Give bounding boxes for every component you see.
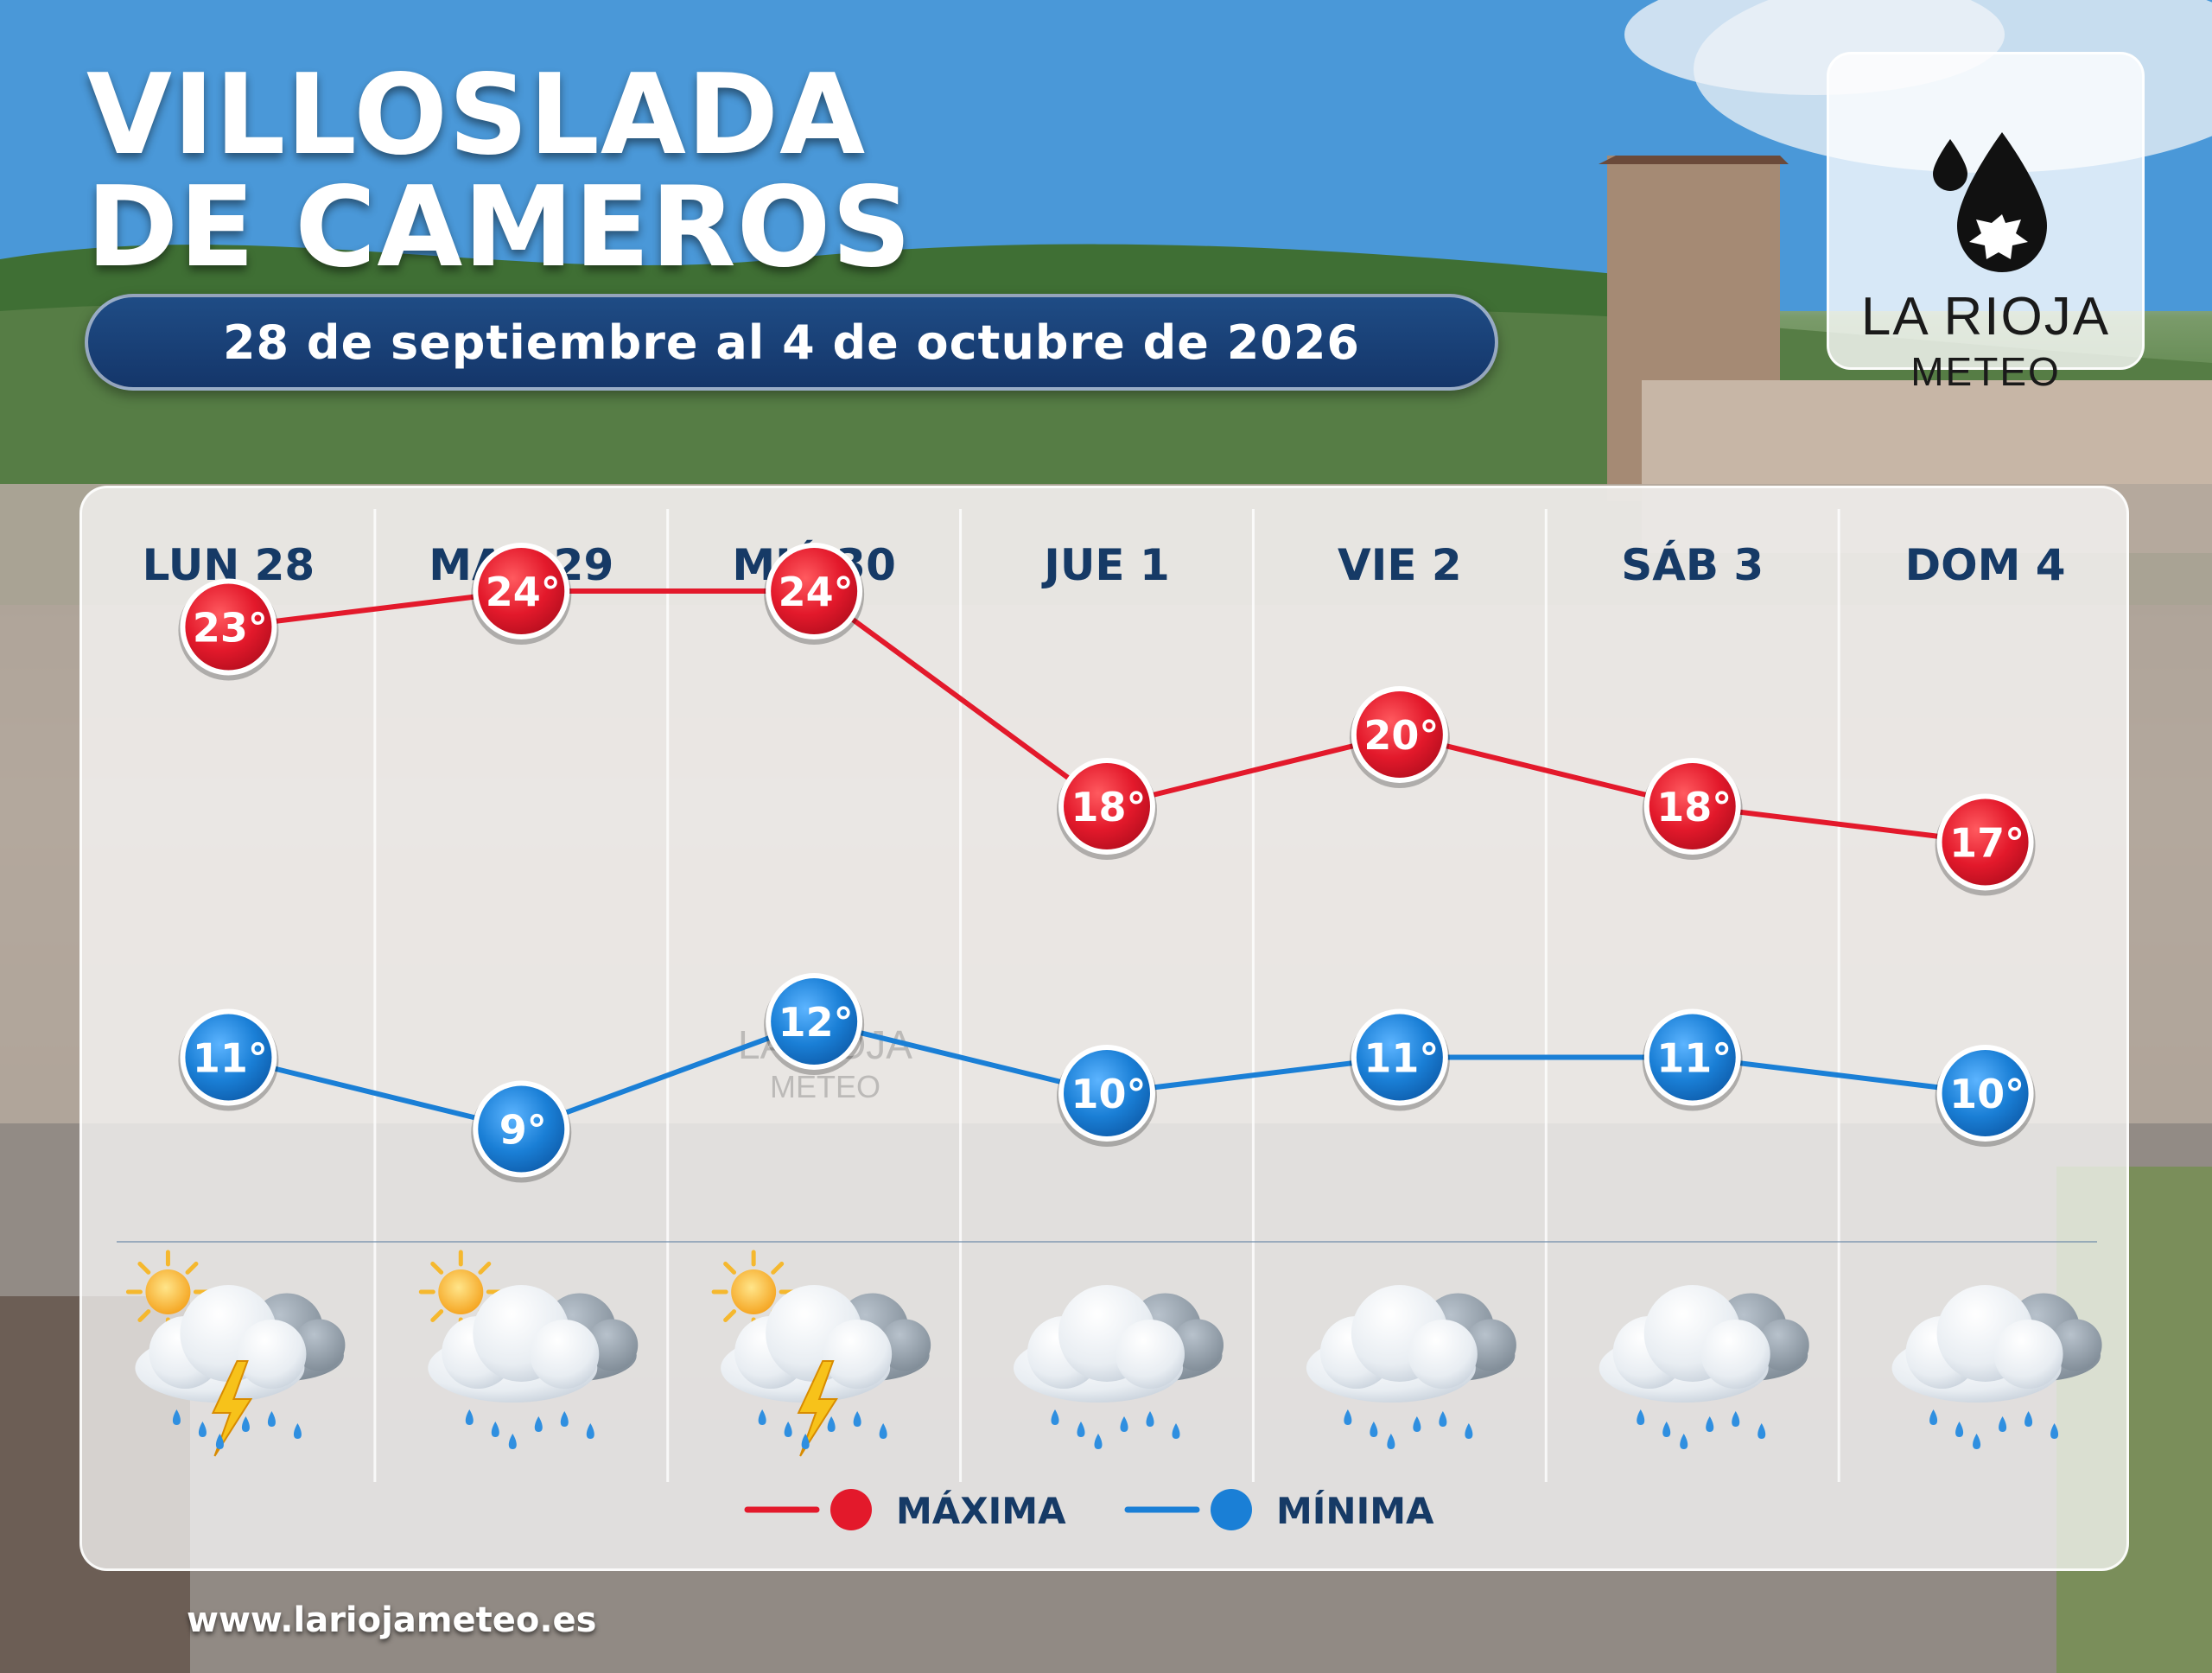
- legend-item-min: MÍNIMA: [1124, 1489, 1434, 1532]
- legend-swatch-dot: [1211, 1489, 1252, 1530]
- sun-cloud-thunderstorm-icon: [125, 1250, 346, 1457]
- max-temperature-point: 18°: [1642, 758, 1743, 860]
- temperature-value-label: 11°: [1656, 1035, 1732, 1082]
- watermark-line2: METEO: [770, 1069, 880, 1104]
- cloud-rain-icon: [1599, 1285, 1809, 1449]
- date-range-banner: 28 de septiembre al 4 de octubre de 2026: [85, 294, 1498, 391]
- date-range-text: 28 de septiembre al 4 de octubre de 2026: [222, 315, 1360, 370]
- temperature-value-label: 24°: [779, 569, 854, 615]
- day-label: VIE 2: [1338, 540, 1462, 590]
- max-temperature-point: 18°: [1057, 758, 1157, 860]
- legend-label: MÍNIMA: [1276, 1489, 1434, 1532]
- sun-cloud-thunderstorm-icon: [711, 1250, 931, 1457]
- temperature-value-label: 18°: [1071, 784, 1146, 830]
- temperature-value-label: 23°: [193, 605, 268, 652]
- day-label: DOM 4: [1905, 540, 2066, 590]
- temperature-value-label: 12°: [779, 999, 854, 1046]
- max-temperature-point: 24°: [764, 543, 865, 645]
- brand-logo: LA RIOJA METEO: [1827, 52, 2145, 394]
- website-url[interactable]: www.lariojameteo.es: [187, 1600, 597, 1640]
- max-temperature-point: 17°: [1935, 793, 2036, 896]
- sun-cloud-rain-icon: [418, 1250, 639, 1449]
- cloud-rain-icon: [1306, 1285, 1516, 1449]
- max-temperature-point: 20°: [1349, 686, 1450, 788]
- min-temperature-point: 11°: [1349, 1008, 1450, 1111]
- legend-item-max: MÁXIMA: [744, 1489, 1066, 1532]
- legend-label: MÁXIMA: [896, 1489, 1066, 1532]
- max-temperature-point: 24°: [471, 543, 572, 645]
- temperature-value-label: 9°: [499, 1107, 547, 1154]
- cloud-rain-icon: [1014, 1285, 1224, 1449]
- weather-icons: [125, 1250, 2102, 1457]
- day-label: JUE 1: [1041, 540, 1170, 590]
- legend: MÁXIMA MÍNIMA: [744, 1489, 1434, 1532]
- day-label: SÁB 3: [1621, 539, 1764, 590]
- min-temperature-point: 10°: [1935, 1045, 2036, 1147]
- temperature-value-label: 11°: [193, 1035, 268, 1082]
- temperature-value-label: 20°: [1363, 712, 1439, 759]
- min-temperature-point: 11°: [1642, 1008, 1743, 1111]
- day-separators: [373, 509, 1840, 1482]
- brand-name-line1: LA RIOJA: [1860, 287, 2111, 347]
- max-temperature-point: 23°: [178, 578, 279, 681]
- location-title-line1: VILLOSLADA: [86, 51, 867, 180]
- min-temperature-point: 9°: [471, 1080, 572, 1183]
- temperature-value-label: 10°: [1071, 1071, 1146, 1117]
- water-drop-leaf-icon: [1933, 132, 2047, 272]
- temperature-value-label: 24°: [486, 569, 561, 615]
- min-temperature-point: 10°: [1057, 1045, 1157, 1147]
- location-title-line2: DE CAMEROS: [86, 163, 912, 292]
- temperature-value-label: 18°: [1656, 784, 1732, 830]
- temperature-value-label: 17°: [1949, 820, 2024, 867]
- brand-name-line2: METEO: [1910, 349, 2061, 394]
- temperature-value-label: 10°: [1949, 1071, 2024, 1117]
- cloud-rain-icon: [1891, 1285, 2102, 1449]
- series-points: 23° 24° 24° 18° 20° 18° 17° 11° 9° 12° 10° 11° 11° 10…: [178, 543, 2036, 1183]
- min-temperature-point: 12°: [764, 973, 865, 1075]
- legend-swatch-dot: [830, 1489, 872, 1530]
- min-temperature-point: 11°: [178, 1008, 279, 1111]
- temperature-value-label: 11°: [1363, 1035, 1439, 1082]
